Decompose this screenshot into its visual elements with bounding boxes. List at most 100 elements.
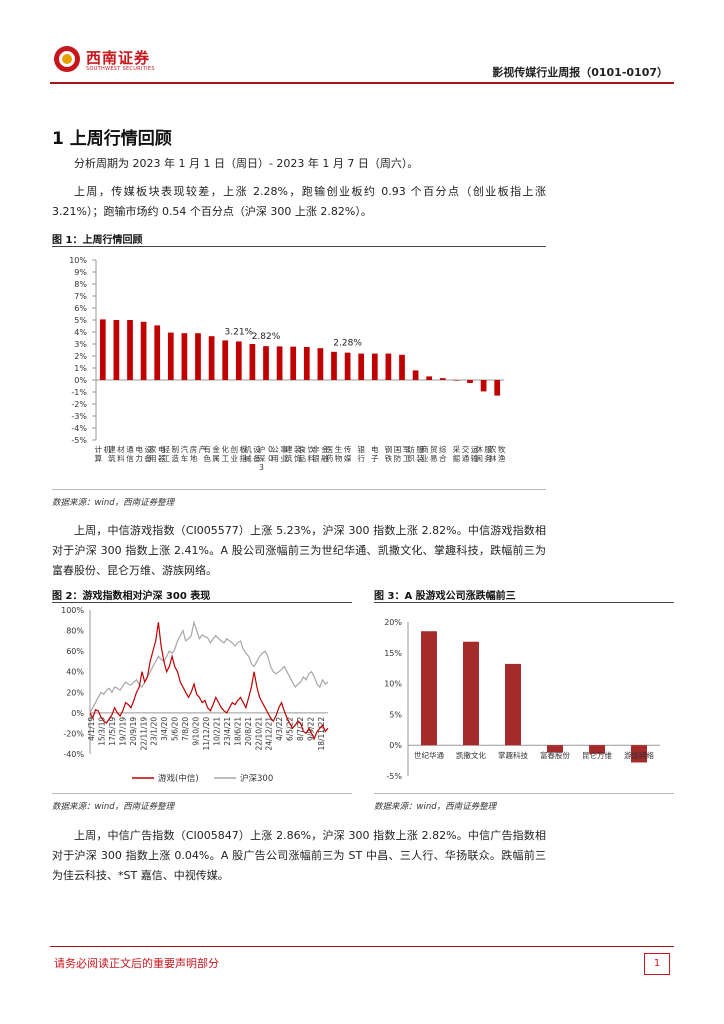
svg-text:防: 防 bbox=[394, 453, 402, 463]
svg-text:计: 计 bbox=[95, 444, 103, 454]
svg-text:车: 车 bbox=[181, 453, 189, 463]
bar-机械设备 bbox=[249, 344, 256, 380]
svg-text:商: 商 bbox=[421, 444, 429, 454]
figure-2-title: 图 2：游戏指数相对沪深 300 表现 bbox=[52, 591, 211, 602]
y-tick-label: 10% bbox=[384, 680, 402, 689]
x-tick-label: 7/8/20 bbox=[181, 717, 190, 741]
x-tick-label: 9/10/20 bbox=[192, 717, 201, 746]
y-tick-label: 6% bbox=[74, 304, 87, 313]
bar-建筑材料 bbox=[113, 320, 120, 380]
y-tick-label: -5% bbox=[386, 772, 402, 781]
svg-text:建: 建 bbox=[285, 444, 293, 454]
y-tick-label: 20% bbox=[384, 618, 402, 627]
svg-text:渔: 渔 bbox=[498, 453, 506, 463]
svg-text:造: 造 bbox=[172, 453, 180, 463]
svg-text:料: 料 bbox=[308, 453, 316, 463]
svg-text:食: 食 bbox=[299, 444, 307, 454]
svg-text:银: 银 bbox=[312, 454, 320, 463]
bar-休闲服务 bbox=[480, 380, 487, 392]
bar-钢铁 bbox=[385, 353, 392, 380]
x-tick-label: 11/12/20 bbox=[202, 717, 211, 751]
svg-text:筑: 筑 bbox=[285, 453, 293, 463]
x-tick-label: 18/6/21 bbox=[233, 717, 242, 746]
svg-text:合: 合 bbox=[439, 453, 447, 463]
annotation-传媒: 2.28% bbox=[333, 339, 362, 349]
svg-text:事: 事 bbox=[280, 444, 288, 454]
svg-text:指: 指 bbox=[240, 453, 248, 463]
x-tick-label-游族网络: 游族网络 bbox=[624, 750, 654, 760]
x-tick-label-传媒: 传媒 bbox=[344, 444, 352, 463]
svg-text:银: 银 bbox=[357, 445, 365, 454]
svg-text:算: 算 bbox=[95, 453, 103, 463]
header-divider bbox=[50, 82, 674, 84]
svg-text:钢: 钢 bbox=[385, 444, 393, 454]
svg-text:行: 行 bbox=[357, 453, 365, 463]
svg-text:工: 工 bbox=[403, 454, 411, 463]
bar-有色金属 bbox=[208, 336, 215, 380]
footer-divider bbox=[50, 946, 674, 947]
y-tick-label: 0% bbox=[74, 376, 87, 385]
svg-text:医: 医 bbox=[326, 445, 334, 454]
svg-text:品: 品 bbox=[299, 454, 307, 463]
bar-计算机 bbox=[99, 319, 106, 380]
svg-text:物: 物 bbox=[335, 453, 343, 463]
footer-disclaimer: 请务必阅读正文后的重要声明部分 bbox=[54, 957, 219, 970]
bar-交通运输 bbox=[467, 380, 473, 383]
x-tick-label-化工: 化工 bbox=[221, 444, 229, 463]
bar-创业板指 bbox=[235, 341, 242, 380]
svg-text:饮: 饮 bbox=[308, 444, 316, 454]
svg-text:色: 色 bbox=[203, 453, 211, 463]
paragraph-period: 分析周期为 2023 年 1 月 1 日（周日）- 2023 年 1 月 7 日… bbox=[74, 157, 419, 170]
x-tick-label: 22/10/21 bbox=[254, 717, 263, 751]
legend-label: 游戏(中信) bbox=[158, 773, 199, 784]
bar-非银金融 bbox=[317, 348, 324, 380]
figure-2-rule bbox=[52, 602, 352, 603]
y-tick-label: -3% bbox=[71, 412, 87, 421]
bar-世纪华通 bbox=[421, 631, 437, 746]
x-tick-label: 18/11/22 bbox=[317, 717, 326, 751]
svg-text:筑: 筑 bbox=[108, 453, 116, 463]
bar-昆仑万维 bbox=[589, 745, 605, 754]
x-tick-label: 8/7/22 bbox=[296, 717, 305, 741]
svg-text:业: 业 bbox=[280, 453, 288, 463]
svg-text:输: 输 bbox=[471, 453, 479, 463]
svg-text:3: 3 bbox=[259, 463, 264, 472]
svg-text:织: 织 bbox=[407, 453, 415, 463]
y-tick-label: 60% bbox=[66, 647, 84, 656]
bar-食品饮料 bbox=[303, 347, 310, 380]
svg-text:沪: 沪 bbox=[258, 444, 266, 454]
x-tick-label: 23/4/21 bbox=[223, 717, 232, 746]
svg-text:设: 设 bbox=[144, 444, 152, 454]
paragraph-summary: 上周，传媒板块表现较差，上涨 2.28%，跑输创业板约 0.93 个百分点（创业… bbox=[52, 185, 546, 218]
y-tick-label: 0% bbox=[389, 741, 402, 750]
svg-text:电: 电 bbox=[371, 444, 379, 454]
figure-3-source: 数据来源：wind，西南证券整理 bbox=[374, 802, 497, 812]
bar-富春股份 bbox=[547, 745, 563, 753]
svg-text:创: 创 bbox=[231, 444, 239, 454]
x-tick-label: 22/11/19 bbox=[139, 717, 148, 751]
svg-text:牧: 牧 bbox=[498, 444, 506, 454]
svg-text:板: 板 bbox=[240, 444, 248, 454]
svg-text:器: 器 bbox=[158, 454, 166, 463]
svg-text:工: 工 bbox=[163, 454, 171, 463]
bar-化工 bbox=[222, 340, 229, 380]
svg-text:轻: 轻 bbox=[163, 444, 171, 454]
svg-text:有: 有 bbox=[203, 444, 211, 454]
x-tick-label: 20/8/21 bbox=[244, 717, 253, 746]
svg-text:化: 化 bbox=[221, 444, 229, 454]
bar-纺织服装 bbox=[412, 370, 419, 380]
bar-家用电器 bbox=[154, 325, 161, 380]
svg-text:工: 工 bbox=[221, 454, 229, 463]
svg-text:生: 生 bbox=[335, 444, 343, 454]
svg-text:属: 属 bbox=[212, 454, 220, 463]
y-tick-label: 7% bbox=[74, 292, 87, 301]
x-tick-label: 10/2/21 bbox=[212, 717, 221, 746]
svg-text:制: 制 bbox=[172, 444, 180, 454]
figure-3-bottom-rule bbox=[374, 793, 674, 794]
